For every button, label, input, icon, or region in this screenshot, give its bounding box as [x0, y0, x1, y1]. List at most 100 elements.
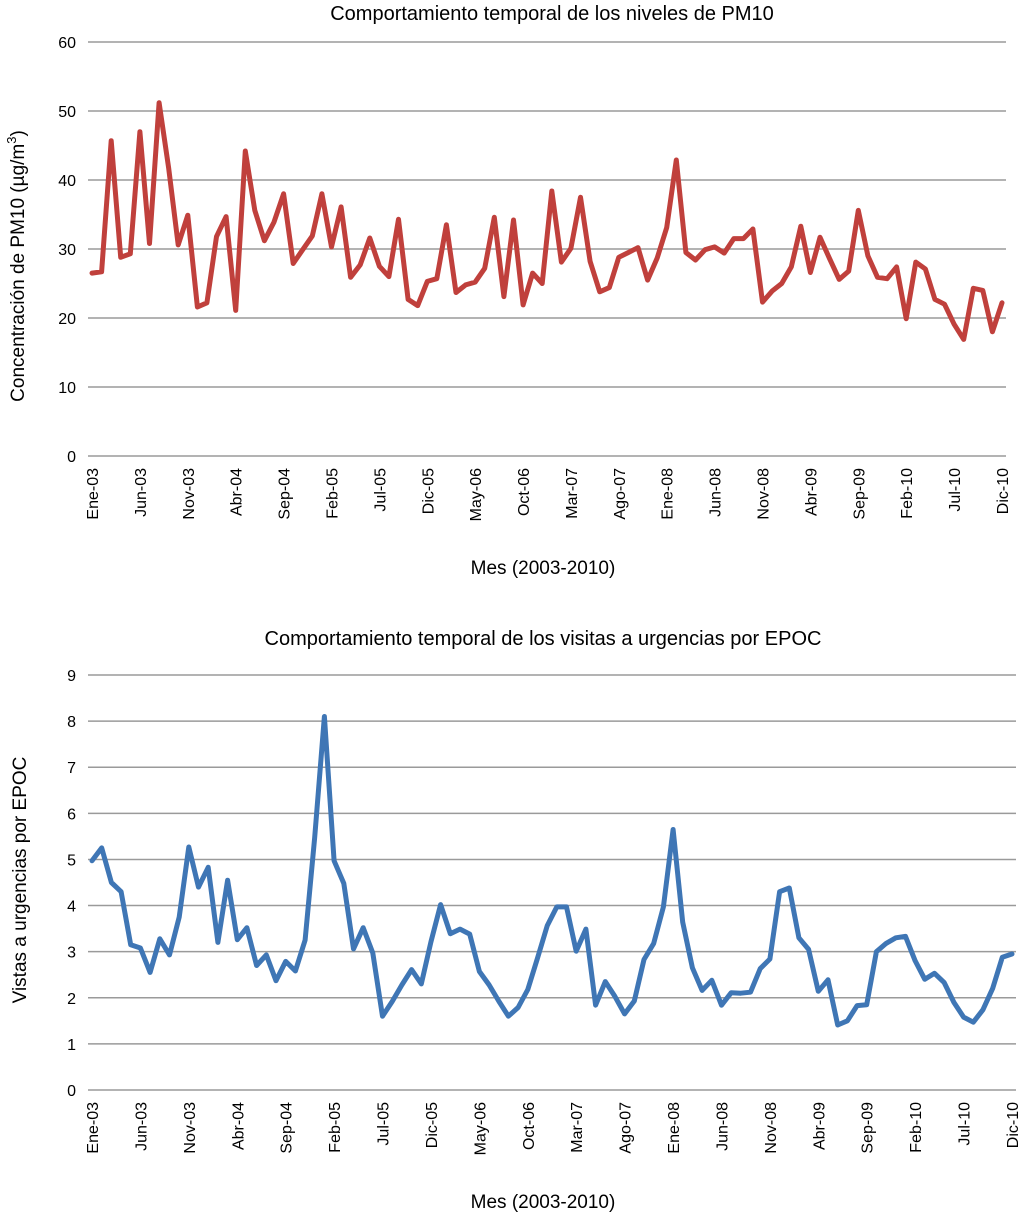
data-point	[647, 279, 649, 281]
y-tick-label: 0	[67, 449, 76, 466]
data-point	[484, 267, 486, 269]
data-point	[691, 967, 693, 969]
data-point	[522, 304, 524, 306]
series-line-pm10	[89, 100, 1005, 342]
series-line	[89, 714, 1015, 1028]
y-tick-label: 8	[67, 714, 76, 731]
data-point	[992, 988, 994, 990]
data-point	[585, 928, 587, 930]
x-tick-label: Nov-03	[181, 468, 198, 520]
data-point	[91, 272, 93, 274]
data-point	[771, 290, 773, 292]
data-point	[110, 140, 112, 142]
data-point	[323, 716, 325, 717]
data-point	[742, 238, 744, 240]
data-point	[465, 284, 467, 286]
data-point	[294, 970, 296, 972]
x-tick-label: Jul-10	[947, 468, 964, 512]
data-point	[498, 1000, 500, 1002]
data-point	[244, 150, 246, 152]
data-point	[944, 303, 945, 305]
data-point	[235, 309, 237, 311]
data-point	[331, 246, 332, 248]
data-point	[546, 925, 548, 927]
data-point	[704, 249, 706, 251]
data-point	[750, 991, 751, 993]
data-point	[781, 283, 783, 284]
data-point	[343, 882, 345, 884]
data-point	[711, 979, 713, 981]
data-point	[187, 214, 189, 216]
x-tick-label: Abr-04	[230, 1102, 247, 1150]
data-point	[809, 272, 811, 273]
data-point	[382, 1015, 383, 1017]
data-point	[304, 939, 306, 941]
data-point	[455, 292, 457, 293]
data-point	[915, 261, 917, 263]
y-tick-label: 5	[67, 852, 76, 869]
y-tick-labels: 0 1 2 3 4 5 6 7 8 9	[67, 668, 76, 1100]
x-tick-label: Jul-05	[376, 1102, 393, 1146]
x-tick-label: May-06	[472, 1102, 489, 1155]
data-point	[589, 260, 591, 262]
data-point	[362, 927, 364, 929]
data-point	[672, 829, 674, 830]
data-point	[848, 270, 850, 272]
data-point	[656, 257, 658, 259]
x-tick-label: Jul-10	[957, 1102, 974, 1146]
x-tick-label: Nov-08	[756, 468, 773, 520]
data-point	[178, 916, 180, 918]
data-point	[372, 952, 374, 954]
data-point	[934, 298, 936, 300]
data-point	[867, 255, 869, 257]
x-tick-label: Feb-05	[324, 468, 341, 519]
data-point	[91, 860, 93, 862]
data-point	[273, 221, 275, 223]
x-tick-label: Abr-04	[229, 468, 246, 516]
data-point	[779, 891, 781, 893]
data-point	[149, 243, 150, 244]
data-point	[924, 268, 926, 270]
data-point	[198, 886, 199, 888]
data-point	[963, 1016, 965, 1018]
y-axis-label: Concentración de PM10 (µg/m3)	[4, 130, 29, 402]
y-tick-label: 4	[67, 899, 76, 916]
x-tick-labels: Ene-03 Jun-03 Nov-03 Abr-04 Sep-04 Feb-05 Jul-…	[85, 1102, 1022, 1155]
data-point	[527, 989, 529, 990]
data-point	[788, 887, 790, 889]
y-tick-label: 2	[67, 991, 76, 1008]
data-point	[730, 992, 732, 994]
data-point	[837, 1024, 839, 1026]
data-point	[895, 937, 897, 939]
x-tick-labels: Ene-03 Jun-03 Nov-03 Abr-04 Sep-04 Feb-05 Jul-…	[85, 468, 1012, 521]
x-tick-label: Feb-05	[327, 1102, 344, 1153]
data-point	[120, 891, 122, 893]
data-point	[398, 218, 399, 220]
data-point	[885, 942, 887, 944]
data-point	[905, 318, 907, 320]
data-point	[168, 167, 170, 169]
epoc-line-chart: Comportamiento temporal de los visitas a…	[10, 628, 1022, 1213]
data-point	[388, 276, 390, 278]
data-point	[701, 989, 703, 991]
data-point	[513, 219, 514, 221]
data-point	[666, 227, 668, 229]
x-tick-label: Abr-09	[811, 1102, 828, 1150]
y-tick-label: 7	[67, 760, 76, 777]
data-point	[740, 992, 742, 994]
data-point	[570, 247, 572, 249]
y-tick-label: 9	[67, 668, 76, 685]
x-tick-label: Jun-03	[133, 1102, 150, 1151]
data-point	[507, 1015, 509, 1017]
data-point	[599, 291, 601, 293]
data-point	[759, 968, 761, 970]
data-point	[359, 264, 361, 266]
data-point	[478, 971, 480, 972]
data-point	[321, 193, 323, 195]
y-tick-label: 40	[58, 173, 76, 190]
x-tick-label: Dic-10	[1005, 1102, 1022, 1148]
x-tick-label: Ene-08	[660, 468, 677, 520]
chart-title: Comportamiento temporal de los visitas a…	[265, 628, 822, 650]
data-point	[934, 972, 935, 974]
x-tick-label: May-06	[468, 468, 485, 521]
